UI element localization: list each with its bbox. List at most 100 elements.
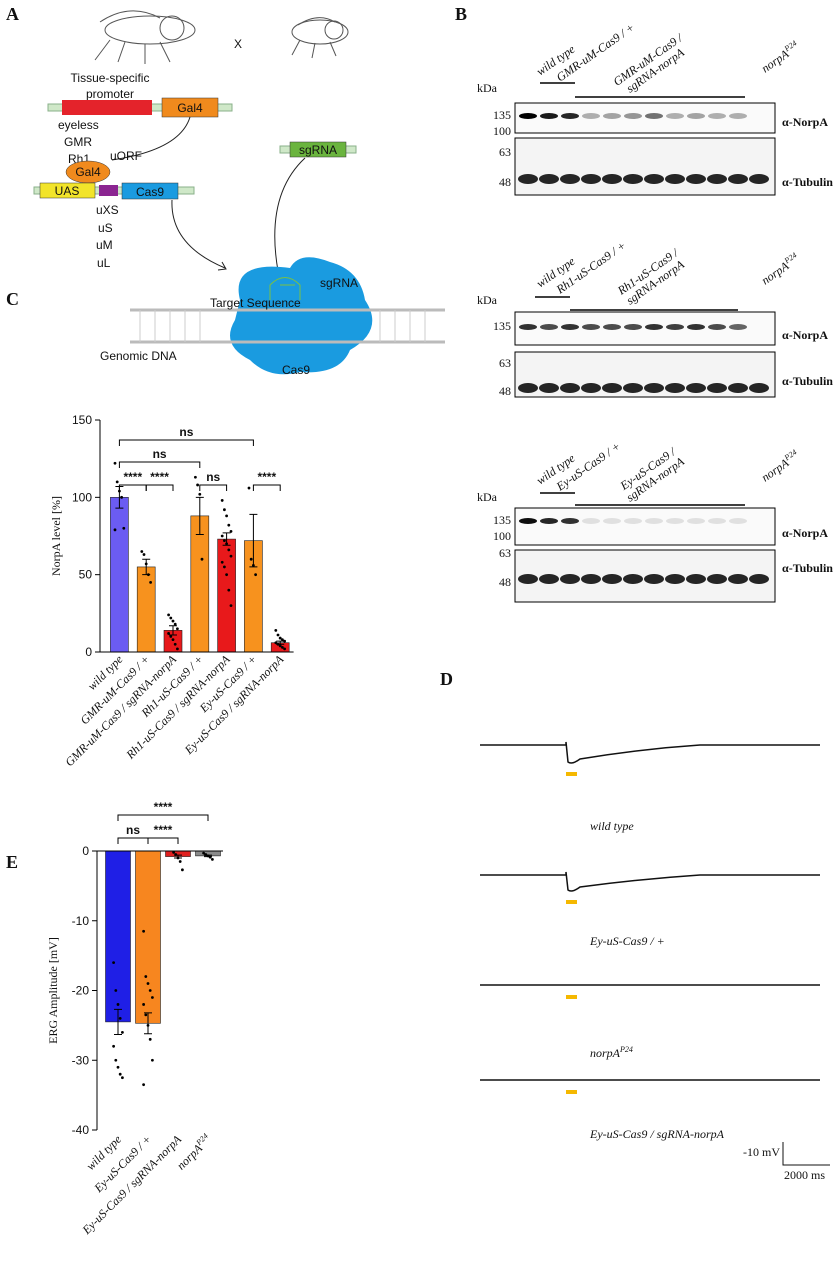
significance-bracket [118, 439, 254, 446]
label: eyeless [58, 118, 99, 132]
data-point [118, 1072, 122, 1076]
band [518, 574, 538, 584]
data-point [142, 553, 146, 556]
data-point [225, 573, 229, 577]
data-point [169, 616, 173, 620]
data-point [274, 641, 278, 645]
data-point [276, 642, 280, 646]
error-bar [195, 496, 204, 535]
significance-label: **** [154, 823, 173, 837]
cross-label: X [234, 37, 242, 51]
data-point [229, 554, 233, 558]
diagram: X Tissue-specific promoter Gal4 eyeless … [33, 10, 445, 377]
promoter-box [62, 100, 152, 115]
marker-label: 135 [493, 513, 511, 527]
band [666, 324, 684, 330]
data-point [144, 1013, 148, 1017]
label: Rh1-uS-Cas9 /sgRNA-norpA [614, 245, 689, 309]
band [540, 518, 558, 524]
y-tick-label: -10 [72, 914, 90, 928]
cas9-box [121, 182, 179, 200]
band [729, 113, 747, 119]
data-point [171, 638, 175, 642]
data-point [196, 483, 200, 487]
band [707, 574, 727, 584]
band [728, 574, 748, 584]
band [686, 574, 706, 584]
band [686, 383, 706, 393]
y-axis-label: NorpA level [%] [49, 496, 63, 576]
data-point [281, 638, 284, 642]
label: Cas9 [282, 363, 310, 377]
y-tick-label: -40 [72, 1123, 90, 1137]
kda-label: kDa [477, 293, 498, 307]
band [729, 518, 747, 524]
band [728, 174, 748, 184]
data-point [220, 499, 224, 502]
band [749, 383, 769, 393]
band [624, 113, 642, 119]
y-tick-label: 50 [79, 568, 93, 582]
significance-label: ns [153, 447, 167, 461]
data-point [281, 645, 284, 649]
label: norpAP24 [758, 251, 802, 288]
y-tick-label: 0 [85, 645, 92, 659]
band [623, 574, 643, 584]
band [645, 113, 663, 119]
label: Ey-uS-Cas9 /sgRNA-norpA [616, 443, 687, 504]
label: uL [97, 256, 111, 270]
band [582, 324, 600, 330]
uorf-box [99, 185, 118, 196]
data-point [225, 514, 229, 518]
antibody-label: α-NorpA [782, 115, 828, 129]
band [602, 174, 622, 184]
data-point [172, 850, 176, 854]
data-point [220, 534, 224, 538]
band [665, 574, 685, 584]
antibody-label: α-Tubulin [782, 561, 833, 575]
y-tick-label: -20 [72, 984, 90, 998]
label: GMR [64, 135, 92, 149]
band [581, 174, 601, 184]
data-point [229, 604, 233, 607]
data-point [283, 639, 286, 643]
band [561, 518, 579, 524]
data-point [227, 548, 231, 552]
band [686, 174, 706, 184]
band [644, 174, 664, 184]
data-point [211, 857, 214, 861]
y-tick-label: 0 [82, 844, 89, 858]
band [729, 324, 747, 330]
stimulus-marker [566, 995, 577, 999]
label: uM [96, 238, 113, 252]
error-bar [249, 513, 258, 568]
marker-label: 48 [499, 384, 511, 398]
data-point [151, 1058, 154, 1062]
significance-bracket [199, 484, 228, 491]
band [708, 113, 726, 119]
data-point [142, 1003, 146, 1006]
stimulus-marker [566, 900, 577, 904]
band [582, 113, 600, 119]
cas9-protein [230, 257, 373, 375]
band [749, 174, 769, 184]
data-point [204, 853, 208, 856]
data-point [252, 563, 255, 567]
marker-label: 48 [499, 575, 511, 589]
stimulus-marker [566, 1090, 577, 1094]
label: Ey-uS-Cas9 / + [589, 934, 665, 948]
band [645, 324, 663, 330]
scale-bar [782, 1142, 830, 1166]
band [707, 383, 727, 393]
data-point [198, 492, 202, 496]
data-point [206, 854, 210, 858]
label: norpAP24 [758, 448, 802, 485]
data-point [278, 636, 282, 640]
data-point [144, 562, 148, 566]
label: Genomic DNA [100, 349, 177, 363]
data-point [173, 622, 177, 626]
data-point [112, 1044, 115, 1048]
data-point [278, 644, 282, 648]
band [708, 324, 726, 330]
